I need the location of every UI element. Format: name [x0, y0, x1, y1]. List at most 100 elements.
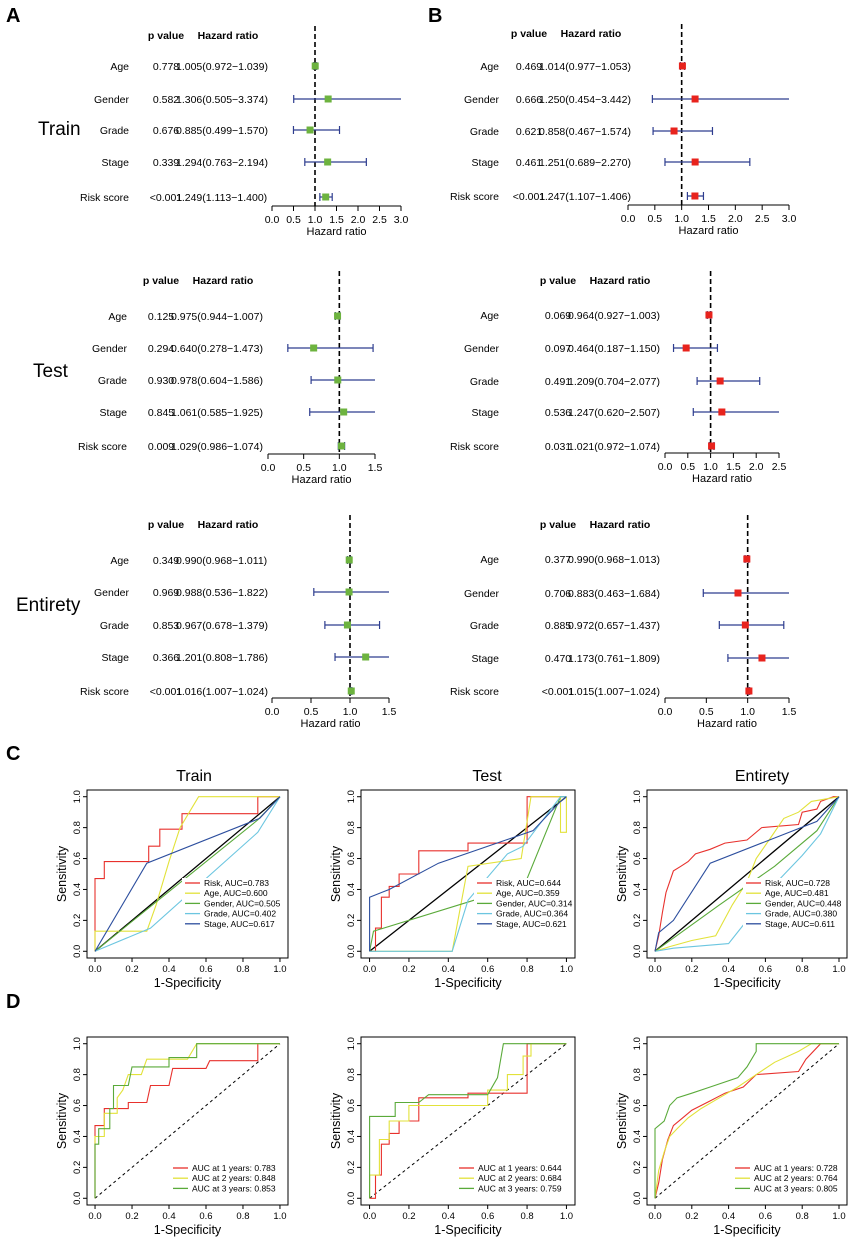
roc-curve-risk [94, 796, 280, 952]
legend-label: Gender, AUC=0.448 [765, 898, 842, 908]
hr-marker [347, 687, 355, 695]
hr-marker [322, 193, 330, 201]
y-tick-label: 0.2 [346, 1161, 357, 1174]
legend-label: Age, AUC=0.359 [496, 888, 560, 898]
header-hazard-ratio: Hazard ratio [590, 519, 651, 531]
hr-text: 1.251(0.689−2.270) [539, 157, 631, 169]
hr-text: 0.988(0.536−1.822) [176, 587, 268, 599]
p-value: 0.125 [148, 311, 174, 323]
hr-text: 0.883(0.463−1.684) [568, 588, 660, 600]
legend-label: AUC at 1 years: 0.783 [192, 1163, 276, 1173]
plot-frame [360, 1036, 576, 1206]
y-tick-label: 0.0 [346, 945, 357, 958]
hr-marker [705, 311, 713, 319]
p-value: 0.349 [153, 555, 179, 567]
hr-text: 1.015(1.007−1.024) [568, 686, 660, 698]
x-tick-label: 0.6 [759, 1211, 772, 1222]
x-tick-label: 0.2 [685, 964, 698, 975]
hr-text: 1.021(0.972−1.074) [568, 441, 660, 453]
x-tick-label: 0.0 [658, 461, 673, 473]
legend-label: AUC at 1 years: 0.728 [754, 1163, 838, 1173]
row-label: Grade [470, 126, 499, 138]
y-tick-label: 0.8 [346, 821, 357, 834]
p-value: 0.470 [545, 653, 571, 665]
hr-text: 1.173(0.761−1.809) [568, 653, 660, 665]
roc-curve-auc-at-3-years [94, 1043, 280, 1199]
p-value: 0.469 [516, 61, 542, 73]
x-axis-title: Hazard ratio [679, 225, 739, 237]
x-tick-label: 0.4 [162, 1211, 175, 1222]
x-tick-label: 0.0 [363, 1211, 376, 1222]
p-value: 0.885 [545, 620, 571, 632]
x-tick-label: 1.5 [382, 706, 397, 718]
row-label: Grade [100, 125, 129, 137]
y-tick-label: 0.4 [346, 883, 357, 896]
x-tick-label: 0.8 [796, 964, 809, 975]
hr-text: 0.858(0.467−1.574) [539, 126, 631, 138]
row-label-entirety: Entirety [16, 595, 81, 616]
roc-plot-d-entirety: 0.0 0.0 0.2 0.2 0.4 0.4 0.6 0.6 0.8 0.8 1.0 1.0 1-Sp… [615, 1036, 848, 1237]
hr-marker [734, 589, 742, 597]
header-p-value: p value [148, 519, 184, 531]
p-value: 0.069 [545, 310, 571, 322]
x-tick-label: 0.6 [199, 1211, 212, 1222]
legend-label: Stage, AUC=0.617 [204, 919, 275, 929]
x-tick-label: 0.0 [363, 964, 376, 975]
legend-label: Risk, AUC=0.728 [765, 878, 830, 888]
p-value: <0.001 [542, 686, 575, 698]
legend-label: Risk, AUC=0.783 [204, 878, 269, 888]
legend-label: AUC at 2 years: 0.848 [192, 1173, 276, 1183]
header-p-value: p value [511, 28, 547, 40]
x-axis-title: Hazard ratio [292, 474, 352, 486]
hr-marker [745, 687, 753, 695]
roc-curve-auc-at-3-years [369, 1043, 567, 1199]
row-label: Risk score [80, 686, 129, 698]
y-tick-label: 0.4 [632, 883, 643, 896]
x-tick-label: 0.5 [680, 461, 695, 473]
row-label: Gender [94, 587, 130, 599]
x-axis-title: Hazard ratio [301, 718, 361, 730]
p-value: 0.582 [153, 94, 179, 106]
header-p-value: p value [143, 275, 179, 287]
hr-text: 0.964(0.927−1.003) [568, 310, 660, 322]
y-tick-label: 1.0 [346, 1037, 357, 1050]
hr-text: 1.016(1.007−1.024) [176, 686, 268, 698]
x-axis-title: 1-Specificity [434, 1223, 502, 1237]
x-tick-label: 0.0 [88, 1211, 101, 1222]
x-tick-label: 2.0 [749, 461, 764, 473]
y-tick-label: 0.8 [632, 1068, 643, 1081]
hr-marker [345, 556, 353, 564]
y-tick-label: 0.0 [632, 1192, 643, 1205]
p-value: 0.853 [153, 620, 179, 632]
hr-marker [682, 344, 690, 352]
hr-text: 1.014(0.977−1.053) [539, 61, 631, 73]
x-tick-label: 0.0 [648, 964, 661, 975]
y-tick-label: 0.6 [632, 1099, 643, 1112]
x-tick-label: 0.5 [286, 214, 301, 226]
x-tick-label: 1.5 [701, 213, 716, 225]
forest-plot-a-test: p value Hazard ratio Age 0.1250.975(0.944−1… [78, 271, 382, 486]
legend-label: AUC at 3 years: 0.853 [192, 1183, 276, 1193]
legend-label: Stage, AUC=0.611 [765, 919, 835, 929]
hr-text: 0.972(0.657−1.437) [568, 620, 660, 632]
x-tick-label: 1.0 [832, 1211, 845, 1222]
y-tick-label: 1.0 [72, 1037, 83, 1050]
hr-marker [337, 442, 345, 450]
x-tick-label: 0.4 [442, 964, 455, 975]
hr-marker [334, 312, 342, 320]
row-label-train: Train [38, 119, 81, 140]
roc-title-test: Test [472, 768, 502, 785]
row-label: Grade [98, 375, 127, 387]
x-tick-label: 1.5 [368, 462, 383, 474]
forest-plot-a-entirety: p value Hazard ratio Age 0.3490.990(0.968−1… [80, 515, 396, 730]
diagonal-reference [369, 796, 567, 952]
header-hazard-ratio: Hazard ratio [198, 519, 259, 531]
row-label: Grade [470, 376, 499, 388]
x-tick-label: 0.4 [162, 964, 175, 975]
y-tick-label: 0.8 [632, 821, 643, 834]
y-tick-label: 0.8 [72, 821, 83, 834]
y-tick-label: 0.6 [72, 1099, 83, 1112]
legend-box [743, 878, 846, 935]
x-tick-label: 2.0 [728, 213, 743, 225]
x-tick-label: 0.4 [722, 964, 735, 975]
